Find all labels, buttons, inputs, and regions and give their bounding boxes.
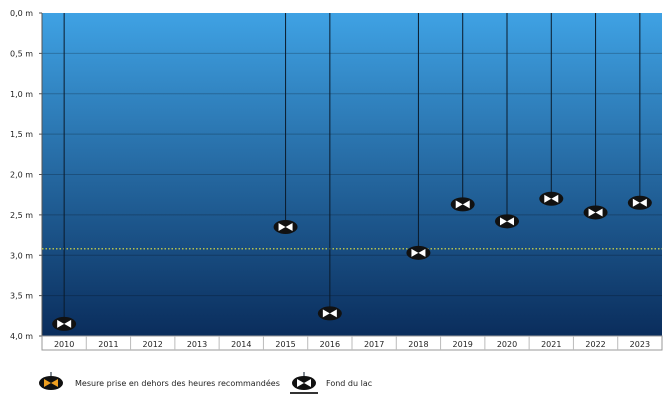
- measurement-point: [273, 219, 298, 234]
- y-tick-label: 2,5 m: [10, 211, 33, 220]
- measurement-point: [450, 197, 475, 212]
- disk-light-quarter: [64, 319, 72, 328]
- disk-light-quarter: [595, 208, 603, 217]
- x-tick-label: 2022: [585, 340, 605, 349]
- disk-light-quarter: [51, 379, 58, 387]
- y-axis: 0,0 m 0,5 m 1,0 m 1,5 m 2,0 m 2,5 m 3,0 m 3,5 m…: [10, 9, 43, 341]
- x-tick-label: 2017: [364, 340, 384, 349]
- disk-light-quarter: [551, 194, 559, 203]
- x-tick-label: 2023: [630, 340, 650, 349]
- lake-bottom-icon: [292, 376, 316, 390]
- disk-light-quarter: [57, 319, 65, 328]
- disk-light-quarter: [462, 200, 470, 209]
- disk-light-quarter: [44, 379, 51, 387]
- disk-light-quarter: [507, 217, 514, 226]
- y-tick-label: 3,5 m: [10, 292, 33, 301]
- disk-light-quarter: [455, 200, 463, 209]
- measurement-point: [317, 306, 342, 321]
- disk-light-quarter: [544, 194, 552, 203]
- disk-light-quarter: [588, 208, 596, 217]
- disk-light-quarter: [285, 222, 293, 231]
- orange-disk-icon: [39, 376, 63, 390]
- x-tick-label: 2013: [187, 340, 207, 349]
- legend-item-lake-bottom: Fond du lac: [290, 372, 372, 394]
- y-tick-label: 4,0 m: [10, 332, 33, 341]
- measurement-point: [406, 245, 431, 260]
- disk-light-quarter: [411, 248, 419, 257]
- legend-label: Mesure prise en dehors des heures recomm…: [75, 378, 280, 388]
- x-tick-label: 2011: [98, 340, 118, 349]
- x-axis: 2010 2011 2012 2013 2014 2015 2016 2017 2018 2019…: [41, 335, 663, 351]
- measurement-point: [539, 191, 564, 206]
- legend-item-off-hours: Mesure prise en dehors des heures recomm…: [39, 372, 280, 390]
- disk-body: [406, 245, 431, 260]
- measurement-point: [583, 205, 608, 220]
- x-tick-label: 2019: [453, 340, 473, 349]
- y-tick-label: 3,0 m: [10, 251, 33, 260]
- disk-light-quarter: [297, 379, 304, 387]
- x-tick-label: 2020: [497, 340, 517, 349]
- measurement-point: [495, 214, 519, 229]
- y-tick-label: 0,0 m: [10, 9, 33, 18]
- disk-light-quarter: [418, 248, 426, 257]
- disk-light-quarter: [322, 309, 330, 318]
- cord-layer: [63, 13, 641, 324]
- disk-light-quarter: [304, 379, 311, 387]
- x-tick-label: 2021: [541, 340, 561, 349]
- x-tick-label: 2012: [143, 340, 163, 349]
- measurement-point: [627, 195, 652, 210]
- disk-layer: [52, 191, 652, 331]
- y-tick-label: 2,0 m: [10, 171, 33, 180]
- grid-lines: [42, 52, 662, 297]
- x-tick-label: 2014: [231, 340, 251, 349]
- legend-label: Fond du lac: [326, 379, 372, 388]
- plot-area: [42, 13, 662, 336]
- disk-light-quarter: [500, 217, 507, 226]
- disk-light-quarter: [329, 309, 337, 318]
- disk-light-quarter: [278, 222, 286, 231]
- x-tick-label: 2010: [54, 340, 74, 349]
- y-tick-label: 1,5 m: [10, 130, 33, 139]
- legend: Mesure prise en dehors des heures recomm…: [39, 372, 372, 394]
- disk-light-quarter: [639, 198, 647, 207]
- disk-light-quarter: [632, 198, 640, 207]
- y-tick-label: 0,5 m: [10, 49, 33, 58]
- measurement-point: [52, 316, 77, 331]
- x-tick-label: 2015: [275, 340, 295, 349]
- x-tick-label: 2016: [320, 340, 340, 349]
- y-tick-label: 1,0 m: [10, 90, 33, 99]
- x-tick-label: 2018: [408, 340, 428, 349]
